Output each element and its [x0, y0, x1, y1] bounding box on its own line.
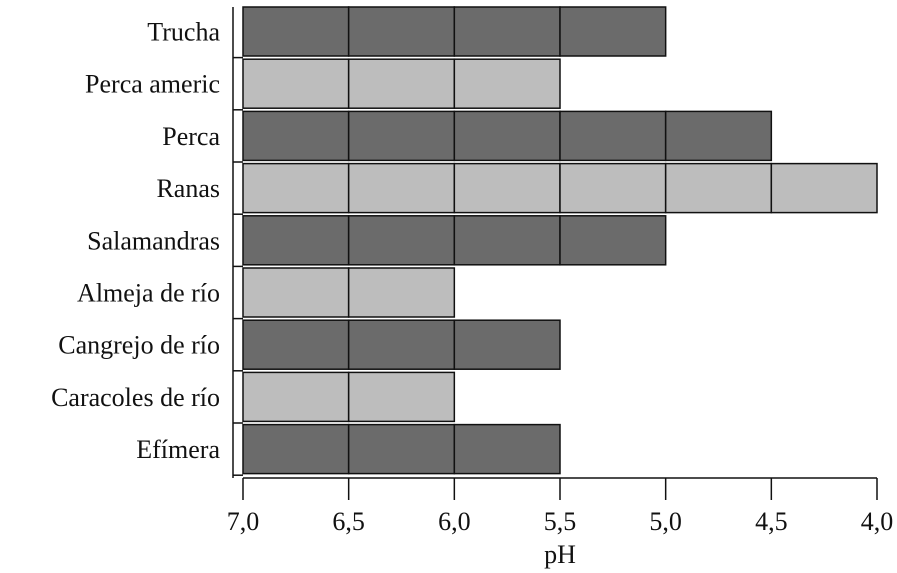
- category-label: Perca: [162, 122, 220, 151]
- bar-segment: [666, 111, 772, 160]
- bar-segment: [243, 216, 349, 265]
- bar-segment: [771, 164, 877, 213]
- bar-segment: [560, 164, 666, 213]
- bar-segment: [243, 425, 349, 474]
- bar-segment: [454, 164, 560, 213]
- bar-segment: [349, 320, 455, 369]
- bar-segment: [349, 111, 455, 160]
- bar-segment: [560, 111, 666, 160]
- x-tick-label: 4,0: [861, 507, 894, 536]
- bar-segment: [243, 164, 349, 213]
- bar-1: [243, 59, 560, 108]
- category-label: Cangrejo de río: [58, 331, 220, 360]
- bar-8: [243, 425, 560, 474]
- category-label: Trucha: [147, 18, 220, 47]
- x-axis-label: pH: [544, 540, 576, 569]
- category-labels: Trucha Perca americ Perca Ranas Salamandras A…: [51, 18, 220, 465]
- bar-segment: [666, 164, 772, 213]
- bar-segment: [349, 216, 455, 265]
- x-tick-label: 6,0: [438, 507, 471, 536]
- bar-2: [243, 111, 771, 160]
- bar-segment: [349, 7, 455, 56]
- category-label: Caracoles de río: [51, 383, 220, 412]
- bar-segment: [454, 7, 560, 56]
- bar-7: [243, 372, 454, 421]
- bar-segment: [560, 216, 666, 265]
- bar-0: [243, 7, 666, 56]
- bar-5: [243, 268, 454, 317]
- bar-segment: [349, 425, 455, 474]
- bar-segment: [243, 111, 349, 160]
- bar-segment: [349, 59, 455, 108]
- x-tick-label: 5,0: [649, 507, 682, 536]
- bar-3: [243, 164, 877, 213]
- bar-6: [243, 320, 560, 369]
- bar-segment: [560, 7, 666, 56]
- bar-segment: [243, 320, 349, 369]
- x-tick-label: 7,0: [227, 507, 260, 536]
- x-tick-label: 5,5: [544, 507, 577, 536]
- x-tick-label: 6,5: [332, 507, 365, 536]
- bar-segment: [243, 59, 349, 108]
- bar-segment: [454, 111, 560, 160]
- bar-segment: [349, 268, 455, 317]
- bar-4: [243, 216, 666, 265]
- bar-segment: [454, 59, 560, 108]
- category-label: Almeja de río: [77, 279, 220, 308]
- bar-segment: [243, 7, 349, 56]
- category-label: Salamandras: [87, 226, 220, 255]
- bar-segment: [454, 216, 560, 265]
- bar-segment: [349, 372, 455, 421]
- bar-segment: [349, 164, 455, 213]
- x-tick-label: 4,5: [755, 507, 788, 536]
- bars-group: [243, 7, 877, 474]
- category-label: Efímera: [136, 435, 220, 464]
- category-label: Perca americ: [85, 70, 220, 99]
- bar-segment: [454, 320, 560, 369]
- bar-segment: [243, 268, 349, 317]
- category-label: Ranas: [156, 174, 220, 203]
- bar-segment: [243, 372, 349, 421]
- bar-segment: [454, 425, 560, 474]
